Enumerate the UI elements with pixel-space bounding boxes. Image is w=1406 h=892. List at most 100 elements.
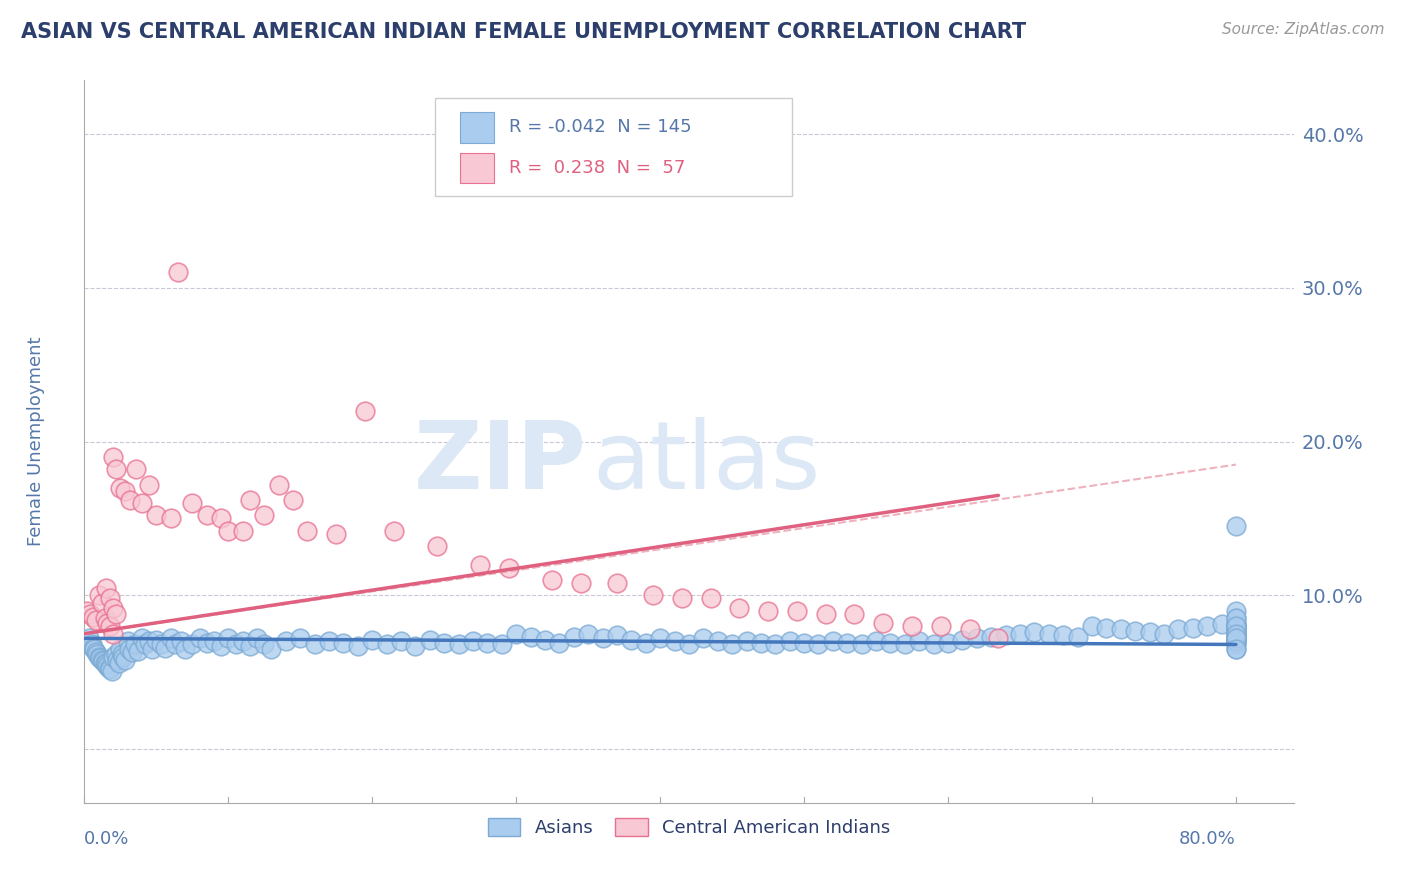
Point [90, 653, 112, 667]
Point [124, 637, 146, 651]
Point [209, 639, 232, 653]
Point [763, 637, 786, 651]
Point [498, 560, 520, 574]
Point [118, 642, 141, 657]
Point [105, 647, 128, 661]
Point [1225, 632, 1247, 646]
Point [1225, 642, 1247, 657]
FancyBboxPatch shape [434, 98, 792, 196]
Point [1024, 625, 1046, 640]
Point [153, 640, 176, 655]
Point [1225, 617, 1247, 632]
Point [576, 626, 599, 640]
Point [606, 576, 628, 591]
Point [1225, 615, 1247, 630]
Point [382, 524, 405, 538]
Point [692, 632, 714, 646]
Point [389, 634, 412, 648]
Point [253, 637, 276, 651]
Point [110, 481, 132, 495]
Point [108, 656, 131, 670]
Point [1167, 622, 1189, 636]
Point [1211, 617, 1233, 632]
Text: ZIP: ZIP [413, 417, 586, 509]
Point [120, 492, 142, 507]
Point [592, 632, 614, 646]
Point [1038, 626, 1060, 640]
Point [1225, 625, 1247, 640]
Point [505, 626, 527, 640]
Point [347, 639, 370, 653]
Point [1225, 611, 1247, 625]
Point [170, 634, 193, 648]
Point [987, 632, 1010, 646]
Point [121, 645, 143, 659]
Point [1153, 626, 1175, 640]
Point [131, 632, 153, 646]
Point [90, 596, 112, 610]
Point [756, 604, 779, 618]
Point [79, 607, 101, 621]
Point [541, 573, 564, 587]
Point [1225, 637, 1247, 651]
Point [793, 636, 815, 650]
Point [1066, 630, 1088, 644]
Point [76, 604, 98, 618]
Point [929, 619, 952, 633]
Point [134, 637, 156, 651]
Point [1225, 634, 1247, 648]
Point [1225, 626, 1247, 640]
Point [548, 636, 571, 650]
Point [994, 628, 1017, 642]
Point [131, 496, 153, 510]
Point [84, 613, 107, 627]
Point [749, 636, 772, 650]
Point [1225, 624, 1247, 638]
Point [274, 634, 297, 648]
Point [908, 634, 931, 648]
Point [650, 632, 672, 646]
Point [461, 634, 484, 648]
Point [260, 642, 283, 657]
Point [181, 637, 204, 651]
Point [202, 634, 225, 648]
Point [138, 634, 160, 648]
Point [837, 636, 859, 650]
Point [304, 637, 326, 651]
Point [354, 404, 377, 418]
Point [959, 622, 981, 636]
Point [721, 637, 744, 651]
Point [232, 524, 254, 538]
Point [110, 642, 132, 657]
Point [91, 654, 114, 668]
Point [232, 634, 254, 648]
Text: ASIAN VS CENTRAL AMERICAN INDIAN FEMALE UNEMPLOYMENT CORRELATION CHART: ASIAN VS CENTRAL AMERICAN INDIAN FEMALE … [21, 22, 1026, 42]
Point [98, 662, 121, 676]
Point [84, 645, 107, 659]
Point [87, 588, 110, 602]
Point [93, 656, 115, 670]
Point [786, 604, 808, 618]
Point [1181, 621, 1204, 635]
Point [728, 600, 751, 615]
Point [101, 450, 124, 464]
Point [634, 636, 657, 650]
Point [94, 657, 117, 672]
Point [1225, 619, 1247, 633]
Point [620, 632, 643, 647]
Text: R = -0.042  N = 145: R = -0.042 N = 145 [509, 119, 692, 136]
Point [1008, 626, 1031, 640]
Point [779, 634, 801, 648]
Point [1225, 626, 1247, 640]
Point [127, 643, 149, 657]
Point [239, 639, 262, 653]
Point [101, 600, 124, 615]
Point [105, 607, 128, 621]
Point [1225, 636, 1247, 650]
Point [1081, 619, 1104, 633]
Point [114, 653, 136, 667]
Point [901, 619, 924, 633]
Point [195, 508, 218, 523]
Point [114, 483, 136, 498]
Point [894, 637, 917, 651]
